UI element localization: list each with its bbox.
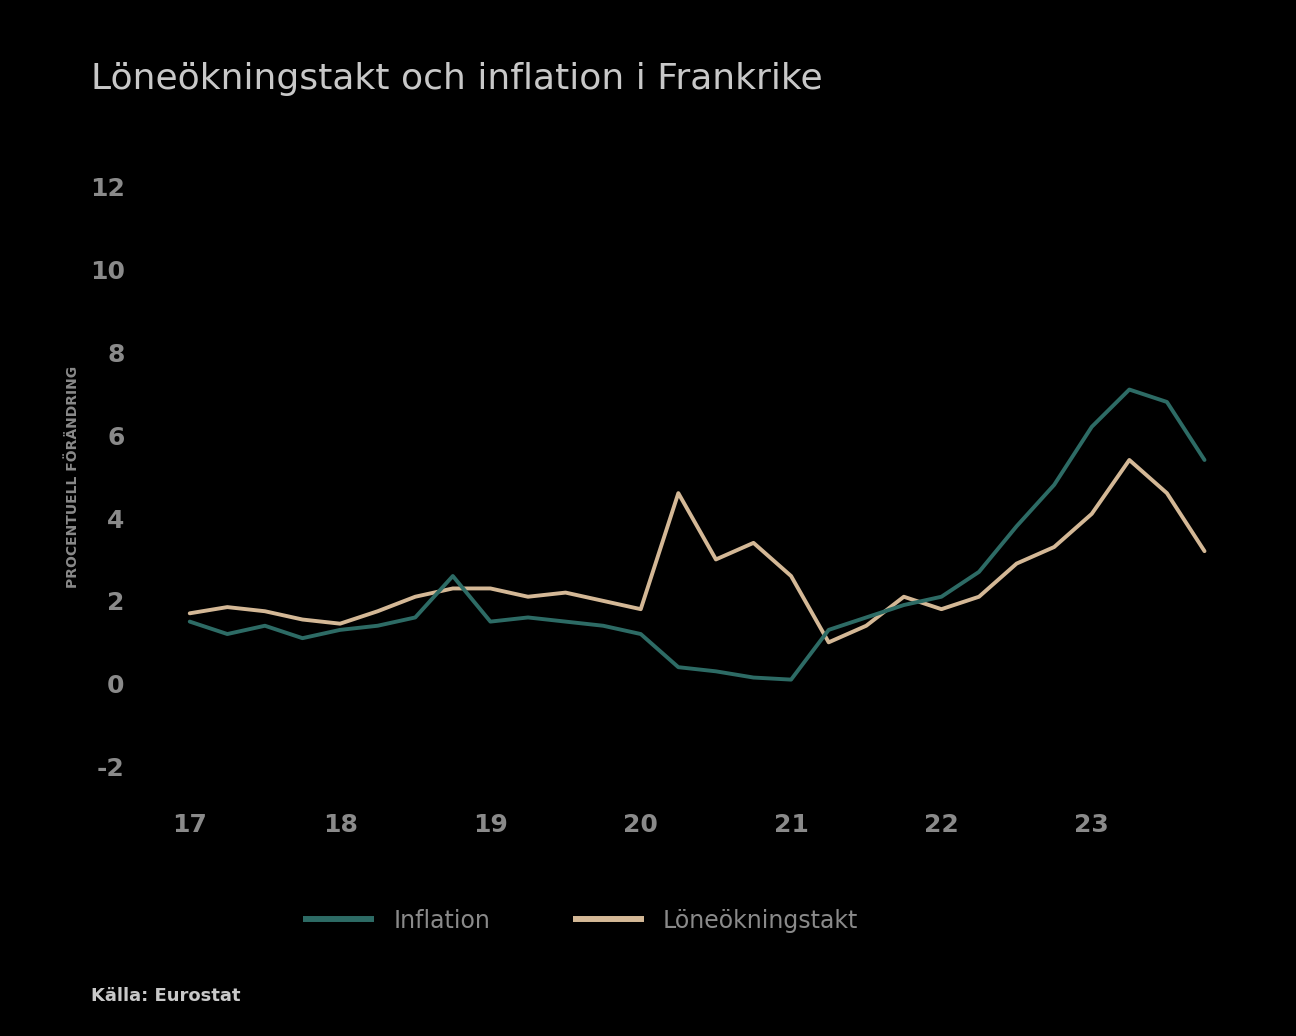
Inflation: [332, 624, 347, 636]
Löneökningstakt: [971, 591, 986, 603]
Line: Löneökningstakt: Löneökningstakt: [189, 460, 1204, 642]
Löneökningstakt: [783, 570, 798, 582]
Line: Inflation: Inflation: [189, 390, 1204, 680]
Löneökningstakt: [407, 591, 422, 603]
Löneökningstakt: [1196, 545, 1212, 557]
Inflation: [294, 632, 310, 644]
Text: Källa: Eurostat: Källa: Eurostat: [91, 987, 240, 1005]
Löneökningstakt: [557, 586, 573, 599]
Inflation: [219, 628, 235, 640]
Löneökningstakt: [445, 582, 460, 595]
Löneökningstakt: [332, 617, 347, 630]
Inflation: [896, 599, 911, 611]
Löneökningstakt: [1008, 557, 1024, 570]
Inflation: [520, 611, 535, 624]
Inflation: [745, 671, 761, 684]
Löneökningstakt: [369, 605, 385, 617]
Löneökningstakt: [482, 582, 498, 595]
Inflation: [783, 673, 798, 686]
Inflation: [1196, 454, 1212, 466]
Löneökningstakt: [670, 487, 686, 499]
Inflation: [482, 615, 498, 628]
Löneökningstakt: [820, 636, 836, 649]
Löneökningstakt: [1046, 541, 1061, 553]
Löneökningstakt: [858, 620, 874, 632]
Inflation: [557, 615, 573, 628]
Löneökningstakt: [181, 607, 197, 620]
Inflation: [407, 611, 422, 624]
Löneökningstakt: [896, 591, 911, 603]
Löneökningstakt: [632, 603, 648, 615]
Inflation: [595, 620, 610, 632]
Inflation: [257, 620, 272, 632]
Inflation: [445, 570, 460, 582]
Inflation: [971, 566, 986, 578]
Inflation: [181, 615, 197, 628]
Löneökningstakt: [257, 605, 272, 617]
Inflation: [1083, 421, 1099, 433]
Löneökningstakt: [520, 591, 535, 603]
Löneökningstakt: [1159, 487, 1174, 499]
Legend: Inflation, Löneökningstakt: Inflation, Löneökningstakt: [294, 899, 867, 942]
Löneökningstakt: [1083, 508, 1099, 520]
Inflation: [1121, 383, 1137, 396]
Löneökningstakt: [595, 595, 610, 607]
Löneökningstakt: [933, 603, 949, 615]
Löneökningstakt: [219, 601, 235, 613]
Löneökningstakt: [745, 537, 761, 549]
Löneökningstakt: [294, 613, 310, 626]
Inflation: [933, 591, 949, 603]
Inflation: [708, 665, 723, 678]
Inflation: [670, 661, 686, 673]
Löneökningstakt: [708, 553, 723, 566]
Y-axis label: PROCENTUELL FÖRÄNDRING: PROCENTUELL FÖRÄNDRING: [66, 366, 80, 587]
Inflation: [632, 628, 648, 640]
Löneökningstakt: [1121, 454, 1137, 466]
Text: Löneökningstakt och inflation i Frankrike: Löneökningstakt och inflation i Frankrik…: [91, 62, 823, 96]
Inflation: [1046, 479, 1061, 491]
Inflation: [1008, 520, 1024, 533]
Inflation: [1159, 396, 1174, 408]
Inflation: [820, 624, 836, 636]
Inflation: [369, 620, 385, 632]
Inflation: [858, 611, 874, 624]
